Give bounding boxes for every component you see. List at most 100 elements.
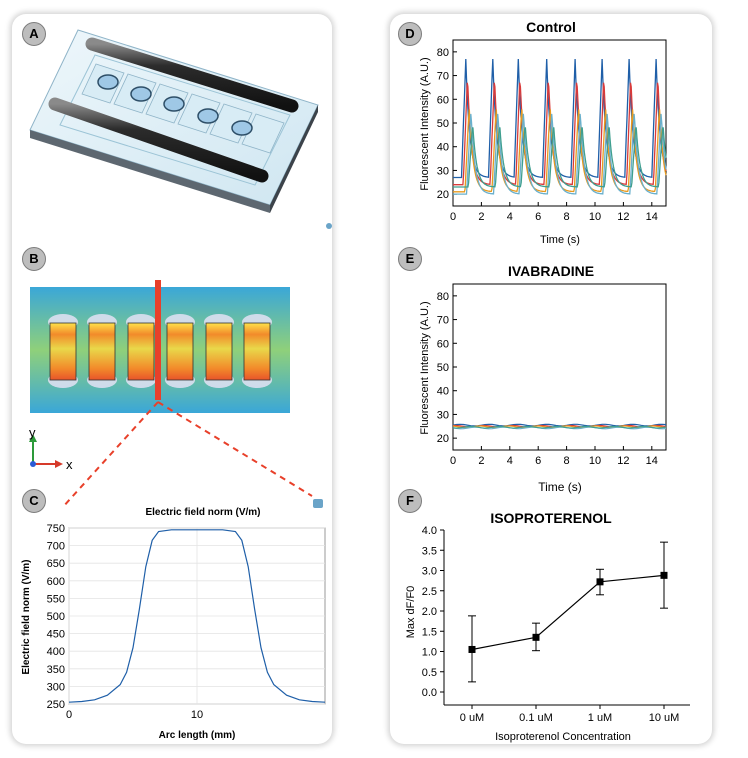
electrode-well: [49, 322, 77, 381]
panel-label-e: E: [398, 247, 422, 271]
y-tick-label: 20: [437, 433, 449, 445]
x-tick-label: 14: [646, 211, 658, 223]
y-tick-label: 700: [47, 541, 65, 553]
series-line: [471, 574, 665, 651]
y-tick-label: 40: [437, 142, 449, 154]
y-tick-label: 350: [47, 664, 65, 676]
y-tick-label: 60: [437, 338, 449, 350]
electrode-well: [243, 322, 271, 381]
x-tick-label: 0.1 uM: [519, 712, 553, 724]
x-tick-label: 2: [478, 455, 484, 467]
y-tick-label: 2.5: [422, 586, 437, 598]
y-tick-label: 400: [47, 646, 65, 658]
view-cube-icon-2: [313, 499, 323, 508]
x-tick-label: 4: [507, 211, 513, 223]
y-tick-label: 50: [437, 362, 449, 374]
x-tick-label: 0 uM: [460, 712, 484, 724]
y-tick-label: 60: [437, 94, 449, 106]
chart-ivabradine: IVABRADINE 20 30 40 50 60 70 80 0 2 4 6 8 10 12 14 Tim…: [419, 263, 667, 494]
series-line: [453, 82, 667, 186]
x-tick-label: 0: [450, 455, 456, 467]
y-tick-label: 80: [437, 291, 449, 303]
y-axis-label: Electric field norm (V/m): [21, 559, 32, 674]
y-tick-label: 3.0: [422, 566, 437, 578]
y-tick-label: 1.0: [422, 647, 437, 659]
panel-label-b: B: [22, 247, 46, 271]
view-cube-icon: [326, 223, 332, 229]
panel-label-c: C: [22, 489, 46, 513]
x-tick-label: 4: [507, 455, 513, 467]
y-tick-label: 450: [47, 629, 65, 641]
panel-label-f: F: [398, 489, 422, 513]
x-axis-label: Time (s): [538, 480, 582, 494]
x-tick-label: 8: [564, 211, 570, 223]
chart-electric-field: Electric field norm (V/m) 250 300 350 400 45…: [21, 507, 326, 741]
panel-label-d: D: [398, 22, 422, 46]
y-tick-label: 0.5: [422, 667, 437, 679]
y-tick-label: 500: [47, 611, 65, 623]
electrode-well: [127, 322, 155, 381]
data-point: [532, 633, 540, 641]
x-tick-label: 10: [191, 709, 203, 721]
y-tick-label: 50: [437, 118, 449, 130]
x-tick-label: 8: [564, 455, 570, 467]
series-line: [453, 127, 667, 188]
chart-isoproterenol: ISOPROTERENOL 0.0 0.5 1.0 1.5 2.0 2.5 3.0 3.5 4.…: [405, 510, 690, 743]
x-axis-label: Arc length (mm): [159, 730, 236, 741]
x-tick-label: 0: [66, 709, 72, 721]
y-tick-label: 40: [437, 386, 449, 398]
y-tick-label: 70: [437, 71, 449, 83]
chart-title: Electric field norm (V/m): [145, 507, 260, 518]
x-axis-label: Time (s): [540, 234, 580, 246]
y-tick-label: 4.0: [422, 525, 437, 537]
x-tick-label: 12: [617, 455, 629, 467]
y-tick-label: 750: [47, 523, 65, 535]
y-axis-label: Fluorescent Intensity (A.U.): [419, 301, 431, 434]
x-tick-label: 10: [589, 211, 601, 223]
x-tick-label: 1 uM: [588, 712, 612, 724]
y-tick-label: 300: [47, 681, 65, 693]
electrode-well: [205, 322, 233, 381]
electrode-well: [88, 322, 116, 381]
electrode-well: [166, 322, 194, 381]
chart-title: IVABRADINE: [508, 263, 594, 279]
x-tick-label: 12: [617, 211, 629, 223]
chart-title: Control: [526, 19, 576, 35]
x-tick-label: 10: [589, 455, 601, 467]
y-tick-label: 600: [47, 576, 65, 588]
series-line: [453, 113, 667, 195]
y-tick-label: 70: [437, 315, 449, 327]
measurement-line: [155, 280, 161, 400]
y-tick-label: 550: [47, 593, 65, 605]
y-tick-label: 1.5: [422, 626, 437, 638]
device-3d-illustration: [29, 29, 319, 213]
axis-y-label: y: [29, 425, 36, 440]
axes-triad: y x: [29, 425, 73, 472]
field-simulation: [30, 280, 313, 509]
x-tick-label: 2: [478, 211, 484, 223]
x-tick-label: 6: [535, 211, 541, 223]
panel-label-a: A: [22, 22, 46, 46]
x-tick-label: 6: [535, 455, 541, 467]
series-line: [452, 425, 667, 429]
y-axis-label: Fluorescent Intensity (A.U.): [419, 57, 431, 190]
y-tick-label: 30: [437, 165, 449, 177]
x-axis-label: Isoproterenol Concentration: [495, 731, 631, 743]
chart-title: ISOPROTERENOL: [490, 510, 612, 526]
field-series: [68, 529, 326, 703]
y-tick-label: 0.0: [422, 687, 437, 699]
y-tick-label: 2.0: [422, 606, 437, 618]
chart-control: Control 20 30 40 50 60 70 80 0 2 4 6 8 10 12 14 Time (…: [419, 19, 667, 246]
x-tick-label: 14: [646, 455, 658, 467]
data-point: [468, 645, 476, 653]
data-point: [660, 571, 668, 579]
x-tick-label: 10 uM: [649, 712, 680, 724]
y-tick-label: 3.5: [422, 545, 437, 557]
y-tick-label: 80: [437, 47, 449, 59]
y-axis-label: Max dF/F0: [405, 586, 417, 639]
y-tick-label: 650: [47, 558, 65, 570]
y-tick-label: 20: [437, 189, 449, 201]
axis-x-label: x: [66, 457, 73, 472]
y-tick-label: 250: [47, 699, 65, 711]
